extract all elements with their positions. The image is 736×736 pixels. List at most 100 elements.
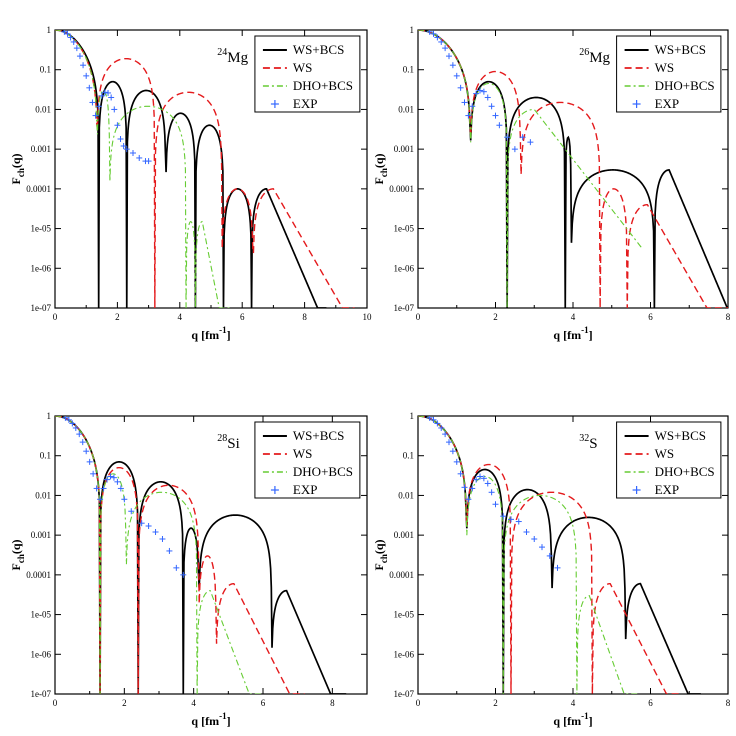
nucleus-label: 32S [579,433,597,452]
exp-point [430,30,437,37]
exp-point [145,522,152,529]
y-tick-label: 0.0001 [26,570,51,580]
exp-point [554,564,561,571]
panel-32s: 0 2 4 6 8 1 0.1 0.01 0.001 0.0001 1e-05 1e-06 1e-07 q… [372,411,731,728]
y-tick-label: 1e-05 [31,224,52,234]
exp-point [484,94,491,101]
plot-frame [54,415,368,695]
exp-point [145,158,152,165]
exp-point [136,154,143,161]
exp-point [138,520,145,527]
exp-point [446,53,452,60]
panel-24mg: 0 2 4 6 8 10 1 0.1 0.01 0.001 0.0001 1e-05 1e-06 1e-0… [9,25,372,342]
exp-point [79,439,86,446]
exp-point [461,99,468,106]
legend-label: WS+BCS [293,42,344,57]
exp-point [108,94,115,101]
series-dho-bcs [418,30,644,308]
y-axis-label: Fch(q) [9,153,26,184]
series-dho-bcs [55,30,230,308]
exp-point [72,424,79,431]
series-ws [55,30,355,308]
legend-label: WS+BCS [655,42,706,57]
exp-point [159,535,166,542]
exp-point [100,485,107,492]
x-tick-label: 8 [726,698,731,708]
exp-point [117,136,124,143]
y-tick-label: 0.001 [31,530,51,540]
exp-point [95,103,102,110]
exp-point [523,528,530,535]
exp-point [438,38,445,45]
y-tick-label: 1e-07 [394,689,415,699]
exp-point [166,547,173,554]
exp-point [130,149,136,156]
y-tick-label: 0.1 [40,65,51,75]
x-axis-label: q [fm-1] [553,711,592,728]
nucleus-label: 26Mg [579,47,610,66]
y-tick-label: 0.1 [403,65,414,75]
x-tick-label: 6 [261,698,266,708]
exp-point [449,62,456,69]
legend-label: DHO+BCS [655,464,715,479]
x-tick-label: 0 [416,312,421,322]
y-tick-label: 1e-05 [394,224,415,234]
exp-point [105,89,112,96]
x-tick-label: 0 [53,312,58,322]
plot-area [418,30,728,308]
legend-label: WS+BCS [293,428,344,443]
exp-point [110,474,117,481]
exp-point [469,103,476,110]
exp-point [492,501,499,508]
exp-point [86,458,93,465]
y-axis-label: Fch(q) [9,539,26,570]
nucleus-label: 24Mg [217,47,248,66]
y-tick-label: 0.01 [35,104,51,114]
x-tick-label: 8 [330,698,335,708]
x-tick-label: 4 [178,312,183,322]
y-tick-label: 0.001 [394,530,414,540]
legend-label: EXP [293,482,318,497]
legend-box [616,421,722,499]
exp-point [442,45,449,52]
y-tick-label: 0.001 [394,144,414,154]
y-tick-label: 1 [410,411,415,421]
legend-label: EXP [655,96,680,111]
exp-point [539,544,545,551]
exp-point [83,72,90,79]
exp-point [465,496,472,503]
exp-point [434,34,441,41]
exp-point [426,416,433,421]
y-tick-label: 0.1 [403,451,414,461]
series-ws-bcs [418,416,701,694]
exp-point [93,485,100,492]
y-tick-label: 0.0001 [26,184,51,194]
y-axis-label: Fch(q) [372,539,389,570]
legend-label: WS [655,446,675,461]
panel-26mg: 0 2 4 6 8 1 0.1 0.01 0.001 0.0001 1e-05 1e-06 1e-07 q… [372,25,731,342]
legend-box [254,421,361,499]
y-tick-label: 0.01 [398,104,414,114]
exp-point [449,448,456,455]
legend-label: EXP [655,482,680,497]
x-tick-label: 4 [571,312,576,322]
exp-point [90,470,97,477]
exp-point [546,552,553,559]
exp-point [531,535,538,542]
exp-point [473,476,480,483]
series-dho-bcs [55,416,263,694]
y-tick-label: 1 [47,411,52,421]
series-ws-bcs [55,416,347,694]
exp-point [73,45,80,52]
exp-point [496,122,503,129]
y-tick-label: 1e-06 [394,649,415,659]
series-dho-bcs [418,416,639,694]
exp-point [504,134,511,141]
exp-point [76,431,83,438]
exp-point [61,30,68,35]
legend-label: DHO+BCS [293,78,353,93]
y-tick-label: 0.1 [40,451,51,461]
nucleus-label: 28Si [217,433,240,452]
x-tick-label: 2 [115,312,120,322]
